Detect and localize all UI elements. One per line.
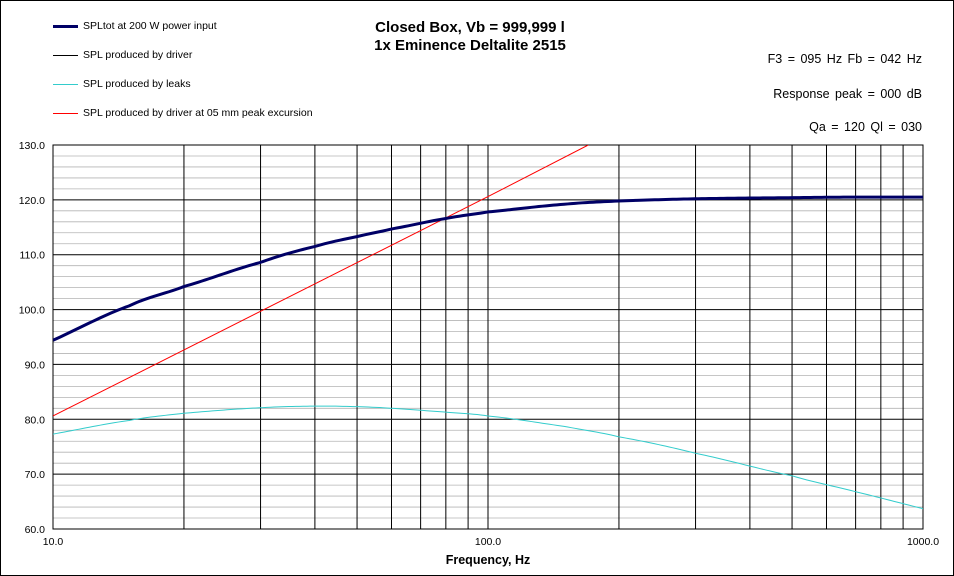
- y-axis-ticks: 60.0 70.0 80.0 90.0 100.0 110.0 120.0 130.0: [19, 140, 45, 536]
- y-tick-label: 60.0: [25, 524, 46, 536]
- series-leaks-line: [53, 405, 923, 510]
- minor-gridlines: [53, 155, 923, 519]
- x-axis-ticks: 10.0 100.0 1000.0: [43, 536, 939, 548]
- legend-swatch: [53, 25, 78, 28]
- chart-subtitle: 1x Eminence Deltalite 2515: [374, 37, 566, 54]
- legend-label: SPL produced by driver: [83, 49, 193, 61]
- x-tick-label: 100.0: [475, 536, 501, 548]
- x-tick-label: 10.0: [43, 536, 64, 548]
- legend-swatch: [53, 84, 78, 85]
- legend-swatch: [53, 55, 78, 56]
- legend-item-spltot: SPLtot at 200 W power input: [53, 20, 373, 34]
- major-gridlines: [53, 145, 923, 529]
- qa-ql-readout: Qa = 120 Ql = 030: [809, 120, 922, 134]
- y-tick-label: 120.0: [19, 195, 45, 207]
- plot-area: [52, 144, 924, 530]
- y-tick-label: 130.0: [19, 140, 45, 152]
- y-tick-label: 100.0: [19, 305, 45, 317]
- legend-label: SPL produced by driver at 05 mm peak exc…: [83, 107, 313, 119]
- y-tick-label: 110.0: [20, 250, 46, 262]
- legend-item-leaks: SPL produced by leaks: [53, 78, 373, 92]
- legend-label: SPL produced by leaks: [83, 78, 191, 90]
- response-peak-readout: Response peak = 000 dB: [773, 87, 922, 101]
- legend-item-excursion: SPL produced by driver at 05 mm peak exc…: [53, 107, 373, 121]
- legend-swatch: [53, 113, 78, 114]
- f3-fb-readout: F3 = 095 Hz Fb = 042 Hz: [767, 52, 922, 66]
- legend-item-driver: SPL produced by driver: [53, 49, 373, 63]
- series-spltot-line: [53, 195, 923, 342]
- series-excursion-line: [53, 145, 589, 417]
- y-tick-label: 90.0: [25, 359, 46, 371]
- x-axis-label: Frequency, Hz: [446, 553, 531, 567]
- legend-label: SPLtot at 200 W power input: [83, 20, 217, 32]
- y-tick-label: 70.0: [25, 469, 46, 481]
- chart-title: Closed Box, Vb = 999,999 l: [375, 19, 565, 36]
- y-tick-label: 80.0: [25, 414, 46, 426]
- series-layer: [53, 145, 923, 510]
- x-tick-label: 1000.0: [907, 536, 939, 548]
